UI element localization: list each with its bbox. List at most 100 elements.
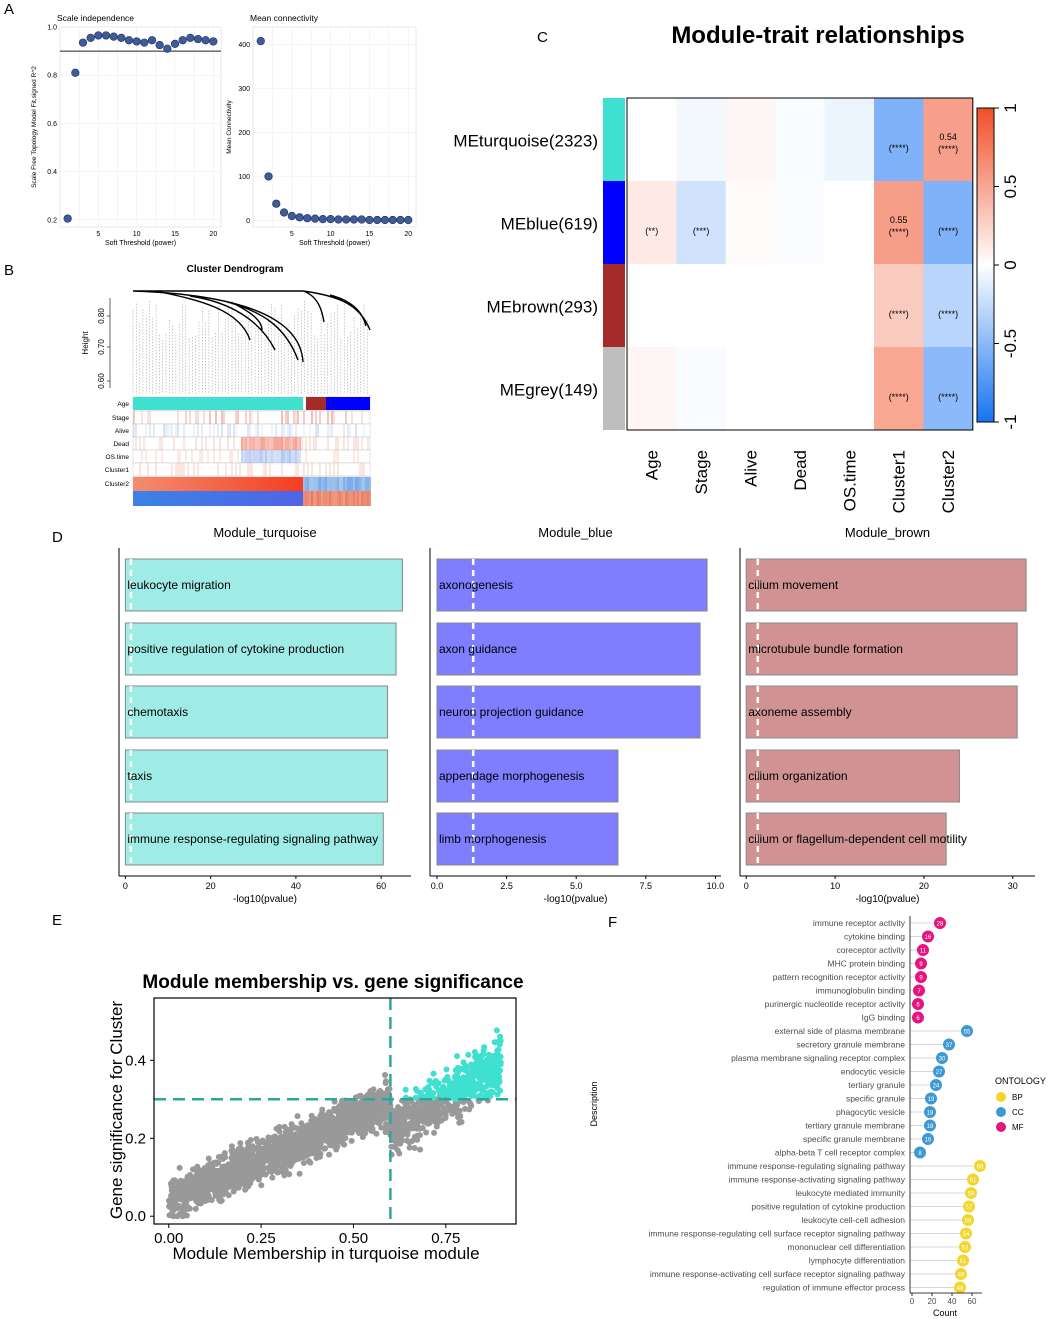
data-point (412, 1123, 419, 1130)
trait-cell (209, 477, 211, 506)
data-point (430, 1108, 437, 1115)
cell-significance: (****) (889, 392, 909, 402)
trait-cell (225, 477, 227, 506)
trait-cell (275, 450, 277, 463)
trait-cell (261, 477, 263, 491)
heatmap-cell (923, 181, 974, 265)
data-point (226, 1180, 233, 1187)
term-dot (954, 1281, 966, 1294)
data-point (325, 1133, 332, 1140)
term-count: 8 (918, 1151, 922, 1157)
data-point (396, 1150, 403, 1157)
heatmap-cell (923, 347, 974, 431)
data-point (457, 1066, 464, 1073)
data-point (315, 1145, 322, 1152)
data-point (332, 1107, 339, 1114)
trait-cell (269, 477, 271, 506)
trait-cell (311, 463, 313, 476)
term-count: 53 (962, 1246, 969, 1252)
trait-cell (315, 411, 317, 424)
trait-cell (239, 477, 241, 506)
trait-cell (337, 463, 339, 476)
data-point (296, 1150, 303, 1157)
panel-label-d: D (52, 529, 63, 546)
data-point (209, 37, 218, 46)
term-dot (922, 1133, 934, 1145)
trait-cell (317, 424, 319, 437)
data-point (176, 1164, 183, 1171)
bar (745, 622, 1018, 676)
trait-row-label: OS.time (106, 454, 130, 461)
trait-cell (239, 463, 241, 476)
trait-cell (265, 477, 267, 491)
trait-cell (165, 477, 167, 491)
legend-dot (996, 1122, 1006, 1132)
column-label: OS.time (840, 450, 859, 511)
data-point (456, 1113, 463, 1120)
trait-cell (235, 477, 237, 506)
trait-cell (285, 437, 287, 450)
term-count: 9 (919, 976, 923, 982)
row-label: MEturquoise(2323) (453, 132, 598, 151)
data-point (356, 1107, 363, 1114)
term-count: 55 (964, 1030, 971, 1036)
data-point (265, 1151, 272, 1158)
term-count: 48 (957, 1286, 964, 1292)
data-point (443, 1066, 450, 1073)
y-tick-label: 200 (238, 130, 250, 137)
scale-tick-label: 1 (1001, 103, 1020, 112)
data-point (387, 1102, 394, 1109)
term-count: 37 (946, 1043, 953, 1049)
term-count: 16 (925, 1138, 932, 1144)
legend-label: MF (1012, 1123, 1024, 1132)
y-tick-label: 0.2 (125, 1130, 146, 1147)
trait-cell (251, 450, 253, 463)
data-point (395, 1106, 402, 1113)
trait-cell (161, 437, 163, 450)
trait-cell (359, 463, 361, 476)
term-dot (974, 1160, 986, 1172)
data-point (278, 1161, 285, 1168)
data-point (360, 1121, 367, 1128)
trait-cell (241, 437, 243, 450)
bar-label: taxis (127, 769, 152, 783)
trait-cell (287, 424, 289, 437)
trait-cell (277, 437, 279, 450)
trait-cell (255, 477, 257, 506)
data-point (198, 1186, 205, 1193)
trait-cell (325, 477, 327, 506)
trait-cell (213, 437, 215, 450)
trait-cell (215, 477, 217, 491)
term-count: 27 (936, 1070, 943, 1076)
trait-cell (209, 424, 211, 437)
trait-cell (197, 477, 199, 491)
trait-cell (251, 437, 253, 450)
trait-cell (177, 477, 179, 491)
trait-cell (179, 463, 181, 476)
term-label: IgG binding (862, 1013, 906, 1023)
trait-cell (261, 450, 263, 463)
trait-cell (141, 477, 143, 491)
trait-cell (331, 477, 333, 491)
trait-cell (179, 450, 181, 463)
data-point (212, 1192, 219, 1199)
x-tick-label: 40 (948, 1297, 957, 1306)
scale-tick-label: 0.5 (1001, 175, 1020, 199)
trait-cell (237, 477, 239, 491)
term-count: 56 (965, 1219, 972, 1225)
term-dot (933, 1065, 945, 1078)
trait-cell (197, 463, 199, 476)
trait-cell (231, 450, 233, 463)
data-point (348, 1137, 355, 1144)
data-point (337, 1127, 344, 1134)
trait-cell (249, 463, 251, 476)
data-point (362, 1126, 369, 1133)
data-point (438, 1088, 445, 1095)
data-point (462, 1105, 469, 1112)
data-point (373, 215, 382, 225)
term-count: 68 (977, 1165, 984, 1171)
trait-cell (289, 477, 291, 506)
data-point (460, 1099, 467, 1106)
cell-significance: (****) (938, 144, 958, 154)
trait-cell (335, 437, 337, 450)
